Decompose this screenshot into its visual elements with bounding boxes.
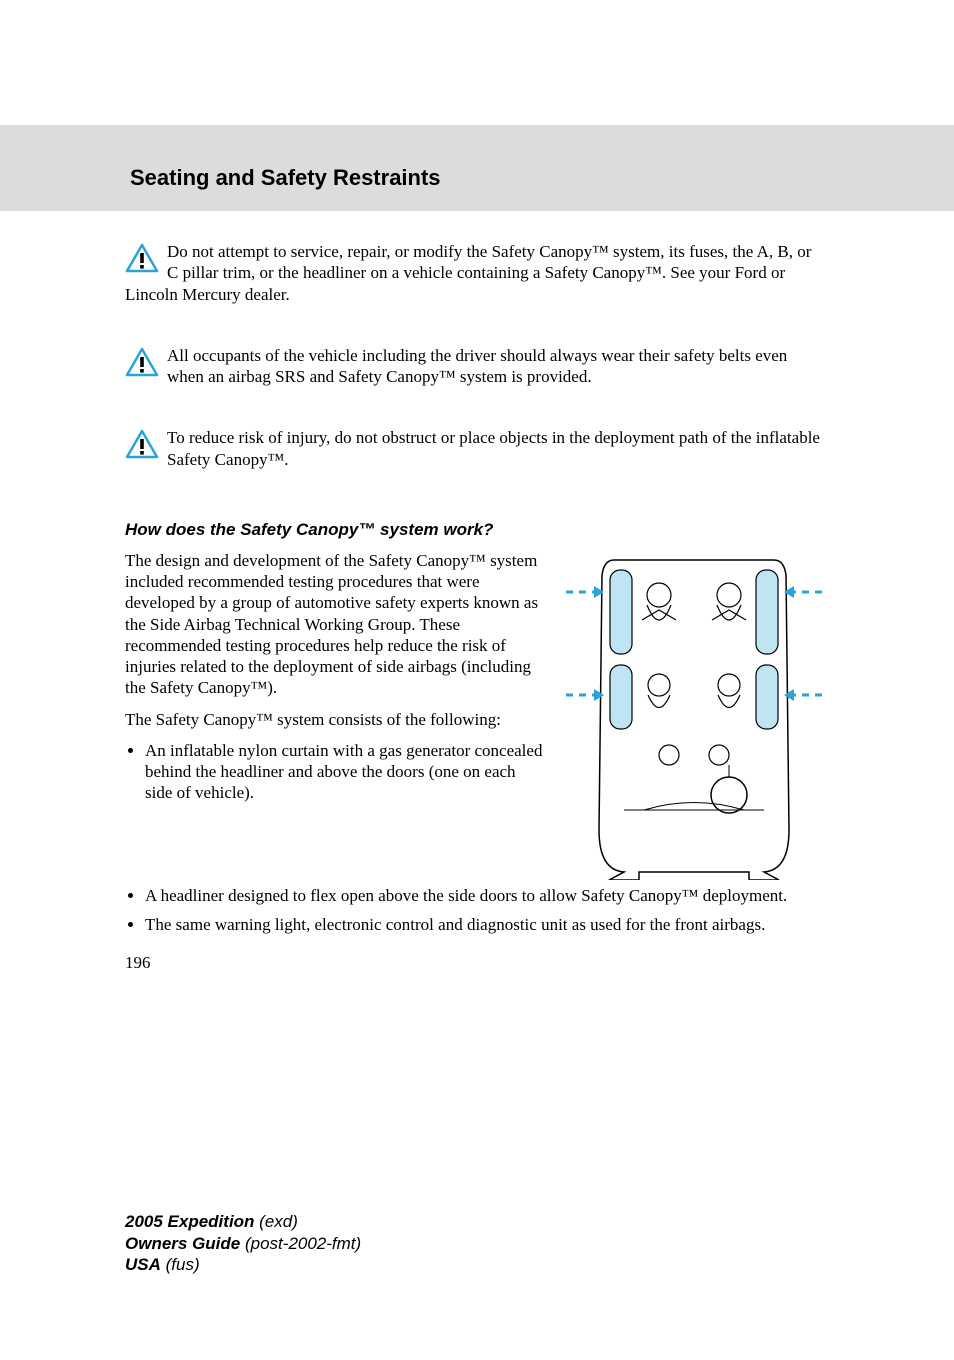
footer-bold: Owners Guide bbox=[125, 1234, 240, 1253]
warning-icon bbox=[125, 429, 159, 464]
content-area: Do not attempt to service, repair, or mo… bbox=[0, 211, 954, 973]
footer-bold: USA bbox=[125, 1255, 161, 1274]
body-text-column: The design and development of the Safety… bbox=[125, 550, 544, 885]
paragraph: The design and development of the Safety… bbox=[125, 550, 544, 699]
footer-line: Owners Guide (post-2002-fmt) bbox=[125, 1233, 361, 1254]
bullet-list-full: A headliner designed to flex open above … bbox=[125, 885, 824, 936]
list-item: An inflatable nylon curtain with a gas g… bbox=[145, 740, 544, 804]
bullet-list: An inflatable nylon curtain with a gas g… bbox=[125, 740, 544, 804]
warning-text: All occupants of the vehicle including t… bbox=[167, 346, 787, 386]
paragraph: The Safety Canopy™ system consists of th… bbox=[125, 709, 544, 730]
diagram-column bbox=[564, 550, 824, 885]
footer-bold: 2005 Expedition bbox=[125, 1212, 254, 1231]
warning-icon bbox=[125, 243, 159, 278]
warning-icon bbox=[125, 347, 159, 382]
list-item: A headliner designed to flex open above … bbox=[145, 885, 824, 906]
warning-block: To reduce risk of injury, do not obstruc… bbox=[125, 427, 824, 470]
warning-text: Do not attempt to service, repair, or mo… bbox=[125, 242, 811, 304]
footer-rest: (exd) bbox=[259, 1212, 298, 1231]
page-number: 196 bbox=[125, 953, 824, 973]
footer-line: USA (fus) bbox=[125, 1254, 361, 1275]
canopy-diagram bbox=[564, 550, 824, 880]
page: Seating and Safety Restraints Do not att… bbox=[0, 125, 954, 1360]
footer-rest: (fus) bbox=[166, 1255, 200, 1274]
warning-block: All occupants of the vehicle including t… bbox=[125, 345, 824, 388]
section-title: Seating and Safety Restraints bbox=[0, 165, 954, 191]
footer-line: 2005 Expedition (exd) bbox=[125, 1211, 361, 1232]
sub-heading: How does the Safety Canopy™ system work? bbox=[125, 520, 824, 540]
body-two-col: The design and development of the Safety… bbox=[125, 550, 824, 885]
warning-block: Do not attempt to service, repair, or mo… bbox=[125, 241, 824, 305]
header-band: Seating and Safety Restraints bbox=[0, 125, 954, 211]
footer: 2005 Expedition (exd) Owners Guide (post… bbox=[125, 1211, 361, 1275]
footer-rest: (post-2002-fmt) bbox=[245, 1234, 361, 1253]
warning-text: To reduce risk of injury, do not obstruc… bbox=[167, 428, 820, 468]
list-item: The same warning light, electronic contr… bbox=[145, 914, 824, 935]
